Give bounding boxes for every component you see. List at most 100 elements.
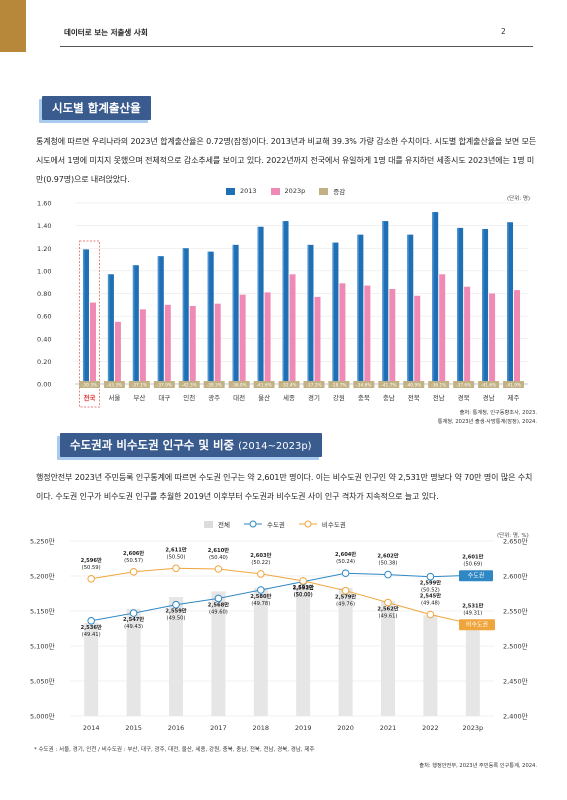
change-label: -41.6%: [481, 382, 496, 388]
x-tick-label: 세종: [283, 393, 295, 402]
x-tick-label: 인천: [183, 393, 195, 402]
bar-2013-highlight: [357, 234, 359, 384]
change-box: [453, 381, 475, 388]
change-box: [353, 381, 375, 388]
noncapital-value-label: 2,596만: [81, 556, 102, 564]
capital-point: [172, 600, 180, 609]
x-tick-label: 전국: [83, 393, 95, 402]
capital-value-label: 2,536만: [81, 623, 102, 631]
x-tick-label: 광주: [208, 394, 220, 402]
x-tick-label: 경북: [458, 393, 470, 402]
header-divider: [60, 46, 533, 47]
bar-2013-highlight: [232, 244, 235, 384]
change-box: [403, 381, 425, 388]
bar-2023p: [139, 309, 146, 384]
bar-total: [296, 586, 311, 716]
right-tick-label: 2,650만: [503, 537, 528, 546]
bar-2023p: [439, 274, 446, 384]
bar-2023p: [414, 295, 421, 384]
legend-line-marker: [243, 520, 262, 528]
change-label: -41.9%: [506, 382, 521, 388]
noncapital-share-label: (50.57): [124, 558, 143, 564]
bar-2013: [357, 234, 364, 384]
bar-2013: [482, 229, 489, 384]
x-tick-label: 2014: [83, 724, 100, 732]
right-tick-label: 2,400만: [503, 712, 528, 721]
capital-value-label: 2,601만: [462, 552, 483, 560]
noncapital-point: [172, 564, 180, 573]
bar-2013-highlight: [332, 242, 334, 384]
bar-2013-highlight: [482, 229, 484, 384]
legend-label: 증감: [333, 188, 346, 196]
legend-label: 2013: [240, 187, 257, 195]
bar-2013: [107, 274, 114, 384]
x-tick-label: 2019: [295, 724, 312, 732]
change-label: -34.6%: [356, 382, 371, 388]
footnote: * 수도권 : 서울, 경기, 인천 / 비수도권 : 부산, 대구, 광주, …: [34, 747, 315, 753]
capital-value-label: 2,602만: [377, 552, 398, 560]
noncapital-point: [426, 610, 435, 619]
capital-share-label: (49.50): [167, 616, 186, 622]
legend-label: 전체: [218, 521, 230, 529]
change-label: -32.4%: [281, 382, 296, 388]
y-tick-label: 0.00: [37, 381, 51, 389]
source-line: 통계청, 2023년 출생·사망통계(잠정), 2024.: [437, 419, 537, 425]
bar-2013: [232, 244, 239, 384]
bar-total: [381, 601, 395, 716]
bar-total: [423, 615, 438, 716]
capital-end-tag-label: 수도권: [468, 572, 485, 580]
change-label: -40.9%: [406, 382, 421, 388]
x-tick-label: 강원: [333, 393, 345, 402]
noncapital-end-tag-label: 비수도권: [466, 621, 488, 629]
bar-2013-highlight: [457, 227, 459, 384]
bar-2013-highlight: [282, 221, 285, 384]
source-line: 출처: 통계청, 인구동향조사, 2023.: [459, 410, 537, 416]
bar-2013: [282, 221, 289, 384]
change-box: [228, 381, 250, 388]
capital-share-label: (49.41): [82, 632, 101, 638]
capital-line: [91, 572, 473, 622]
noncapital-point: [384, 598, 392, 607]
legend-swatch: [226, 187, 235, 195]
bar-2013: [182, 248, 189, 384]
noncapital-share-label: (49.48): [421, 601, 440, 607]
x-tick-label: 2021: [380, 724, 397, 732]
change-box: [303, 381, 325, 388]
change-box: [478, 381, 500, 388]
right-tick-label: 2,550만: [503, 607, 528, 616]
bar-2013: [82, 249, 89, 384]
bar-2023p: [464, 286, 471, 384]
x-tick-label: 충북: [358, 393, 370, 402]
tfr-bar-chart: 1.60 1.40 1.20 1.00 0.80 0.60 0.40 0.20 0.00 -39.…: [37, 200, 528, 408]
change-box: [203, 381, 225, 388]
x-tick-label: 전북: [408, 393, 420, 402]
bar-2023p: [364, 285, 371, 384]
bar-2023p: [264, 292, 271, 384]
chart1-unit: (단위: 명): [507, 196, 531, 202]
change-box: [278, 381, 300, 388]
noncapital-share-label: (50.40): [209, 555, 228, 561]
y-tick-label: 1.40: [37, 222, 51, 230]
change-label: -37.6%: [456, 382, 471, 388]
x-tick-label: 충남: [383, 393, 395, 402]
corner-accent: [0, 0, 26, 52]
change-label: -37.1%: [132, 382, 147, 388]
noncapital-share-label: (49.76): [336, 602, 355, 608]
bar-2023p: [239, 294, 246, 384]
bar-2013: [157, 256, 164, 384]
x-tick-label: 2015: [125, 724, 142, 732]
bar-2023p: [289, 274, 296, 384]
change-box: [153, 381, 175, 388]
section1-paragraph: 통계청에 따르면 우리나라의 2023년 합계출산율은 0.72명(잠정)이다.…: [36, 137, 537, 184]
page-number: 2: [501, 27, 506, 36]
header-title: 데이터로 보는 저출생 사회: [64, 28, 148, 37]
bar-2013-highlight: [182, 248, 185, 384]
chart1-source: 출처: 통계청, 인구동향조사, 2023. 통계청, 2023년 출생·사망통…: [438, 409, 537, 427]
bar-2013-highlight: [82, 249, 85, 384]
bar-total: [465, 622, 480, 716]
bar-2013: [407, 234, 414, 384]
chart2-source: 출처: 행정안전부, 2023년 주민등록 인구통계, 2024.: [419, 763, 537, 769]
noncapital-point: [341, 586, 350, 595]
capital-value-label: 2,568만: [208, 600, 229, 608]
x-tick-label: 2017: [210, 724, 227, 732]
